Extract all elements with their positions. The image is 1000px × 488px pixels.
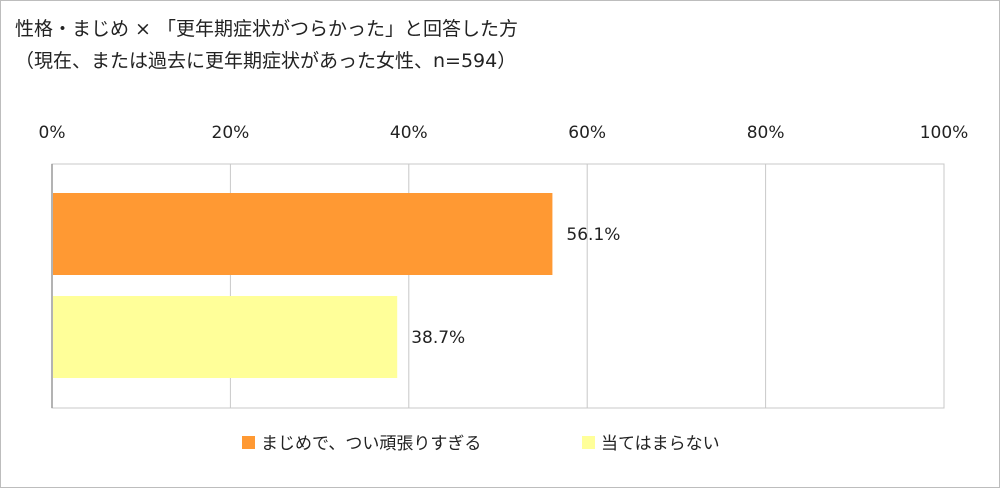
chart-title: 性格・まじめ × 「更年期症状がつらかった」と回答した方 [15,18,519,40]
data-label: 56.1% [566,225,620,245]
legend-swatch [242,436,255,449]
legend-label: まじめで、つい頑張りすぎる [261,434,481,454]
bar [53,296,398,378]
bars [53,193,553,378]
legend-swatch [582,436,595,449]
x-tick-label: 100% [920,123,969,143]
x-tick-label: 0% [39,123,66,143]
x-axis-tick-labels: 0% 20% 40% 60% 80% 100% [39,123,969,143]
data-labels: 56.1% 38.7% [411,225,620,348]
legend: まじめで、つい頑張りすぎる 当てはまらない [242,434,720,454]
x-tick-label: 80% [747,123,785,143]
bar [53,193,553,275]
legend-label: 当てはまらない [601,434,720,454]
x-tick-label: 60% [568,123,606,143]
chart-subtitle: （現在、または過去に更年期症状があった女性、n=594） [15,50,517,72]
data-label: 38.7% [411,328,465,348]
x-tick-label: 40% [390,123,428,143]
x-tick-label: 20% [212,123,250,143]
